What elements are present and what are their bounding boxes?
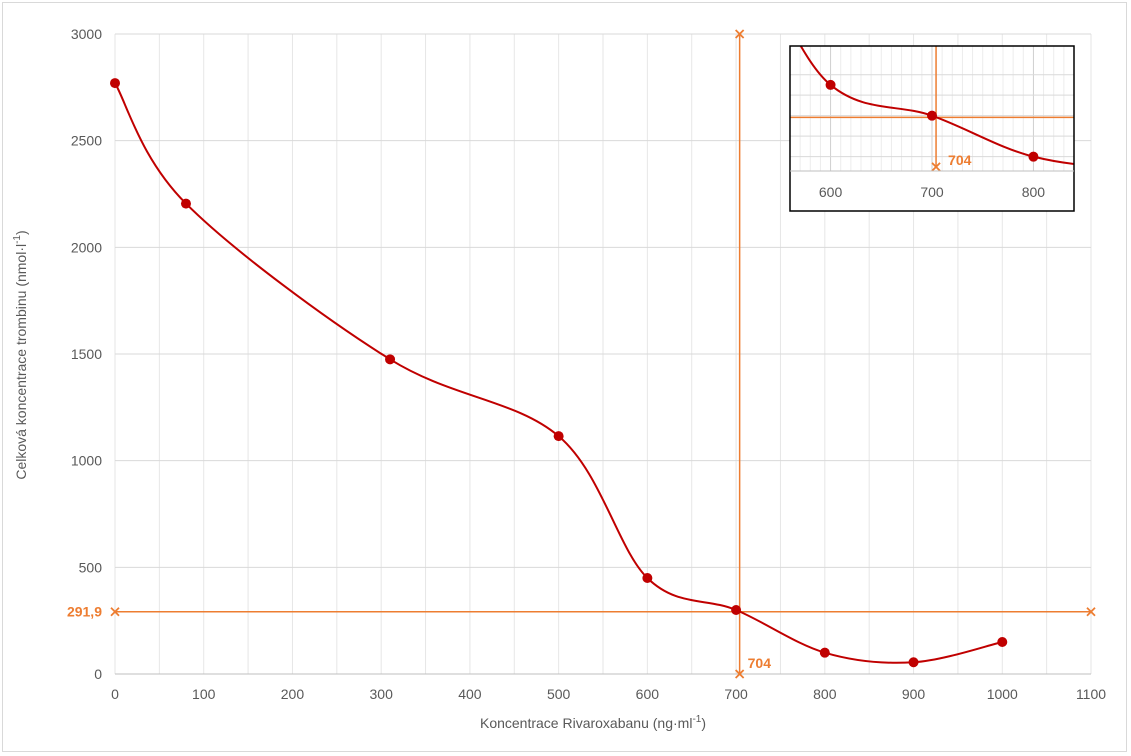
inset-tick-labels: 600 700 800 704 [819,152,1045,200]
x-tick-label: 500 [547,686,571,702]
x-axis-title: Koncentrace Rivaroxabanu (ng·ml-1) [480,714,706,731]
reference-cross-top [735,29,745,39]
data-point [731,605,742,615]
y-tick-label: 500 [79,559,103,575]
inset-border [789,45,1075,212]
inset-x-tick-label: 700 [920,184,944,200]
x-tick-label: 800 [813,686,837,702]
main-series [110,78,1008,668]
y-tick-label: 1000 [71,453,102,469]
x-tick-label: 1000 [987,686,1018,702]
vertical-reference-label: 704 [748,655,772,671]
x-tick-label: 300 [370,686,394,702]
data-point [997,637,1008,647]
inset-reference-label: 704 [948,152,972,168]
x-tick-label: 600 [636,686,660,702]
x-tick-label: 900 [902,686,926,702]
inset-x-tick-label: 600 [819,184,843,200]
inset-series [799,46,1074,165]
data-point [908,657,919,668]
data-point [553,431,564,442]
inset-x-tick-label: 800 [1022,184,1046,200]
reference-cross-left [110,607,120,617]
data-point [110,78,120,89]
x-tick-label: 700 [724,686,748,702]
zoom-inset: 600 700 800 704 [789,45,1075,212]
data-point [642,573,653,583]
main-reference-lines: 291,9 704 [67,29,1096,679]
inset-gridlines [790,46,1074,171]
data-point [180,198,191,209]
reference-cross-bottom [735,669,745,679]
y-axis-title: Celková koncentrace trombinu (nmol·l-1) [12,230,29,479]
series-line [114,82,1003,664]
horizontal-reference-label: 291,9 [67,604,102,620]
inset-data-point [1028,151,1039,162]
y-tick-label: 0 [94,666,102,682]
x-tick-label: 1100 [1076,686,1106,702]
x-tick-label: 100 [192,686,216,702]
inset-data-point [927,110,937,121]
y-tick-label: 2500 [71,133,102,149]
main-tick-labels: 0 500 1000 1500 2000 2500 3000 0 100 200 300 400 500… [71,26,1106,702]
inset-reference-cross [931,162,941,171]
data-point [385,354,396,365]
x-tick-label: 400 [458,686,482,702]
y-tick-label: 3000 [71,26,102,42]
y-tick-label: 1500 [71,346,102,362]
reference-cross-right [1086,607,1096,617]
inset-data-point [825,79,836,90]
x-tick-label: 200 [281,686,305,702]
chart-svg: 0 500 1000 1500 2000 2500 3000 0 100 200 300 400 500… [12,26,1106,731]
x-tick-label: 0 [111,686,119,702]
y-tick-label: 2000 [71,239,102,255]
data-point [819,647,830,658]
